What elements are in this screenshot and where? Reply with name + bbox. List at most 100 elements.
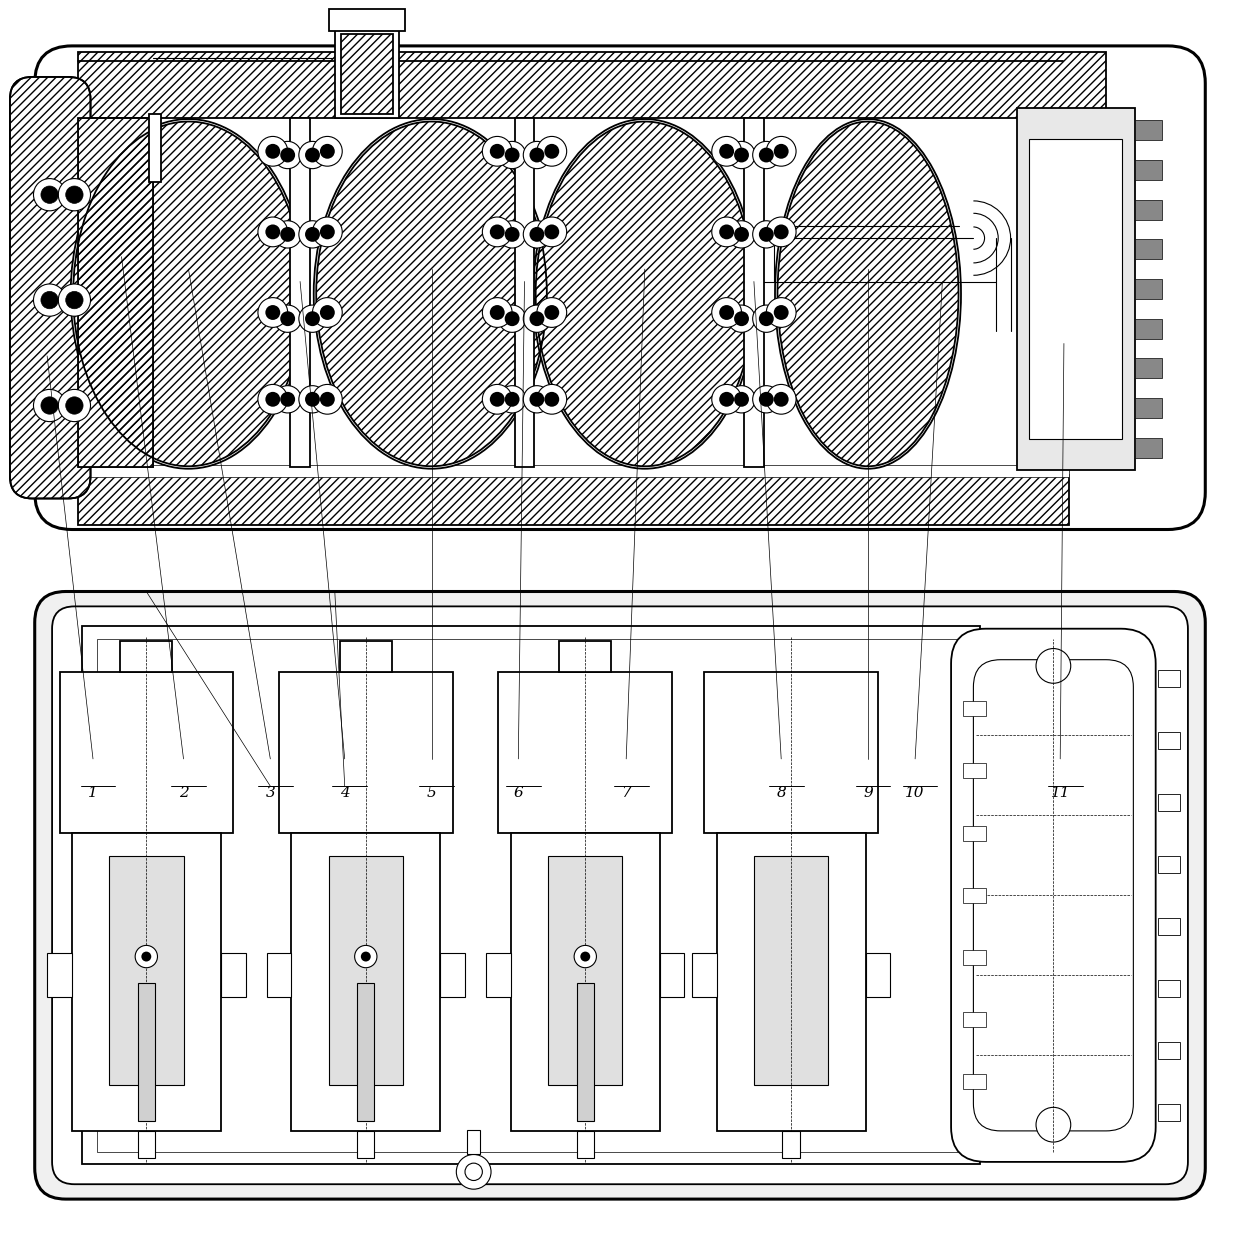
Circle shape (544, 392, 559, 407)
Circle shape (66, 397, 83, 415)
Bar (1158, 1042, 1180, 1059)
Bar (1158, 793, 1180, 810)
Bar (149, 115, 161, 182)
Circle shape (712, 137, 742, 166)
Bar (782, 1130, 800, 1158)
Circle shape (280, 148, 295, 162)
Circle shape (280, 392, 295, 407)
Circle shape (523, 220, 551, 248)
Circle shape (274, 220, 301, 248)
Circle shape (361, 951, 371, 961)
Bar (1135, 159, 1162, 179)
Circle shape (753, 386, 780, 413)
Bar (963, 950, 986, 965)
Bar (291, 833, 440, 1130)
Circle shape (580, 951, 590, 961)
Circle shape (490, 392, 505, 407)
Circle shape (498, 142, 526, 168)
Circle shape (312, 385, 342, 415)
Text: 8: 8 (776, 786, 786, 801)
Bar (1135, 199, 1162, 219)
Circle shape (734, 227, 749, 242)
Ellipse shape (71, 120, 306, 468)
Circle shape (759, 311, 774, 326)
Circle shape (274, 142, 301, 168)
Circle shape (529, 227, 544, 242)
Bar (486, 954, 511, 997)
Circle shape (719, 305, 734, 320)
Circle shape (58, 284, 91, 316)
Circle shape (719, 144, 734, 159)
Circle shape (734, 392, 749, 407)
Circle shape (529, 392, 544, 407)
Circle shape (719, 224, 734, 239)
Circle shape (490, 305, 505, 320)
Circle shape (312, 217, 342, 247)
Circle shape (320, 305, 335, 320)
Circle shape (753, 220, 780, 248)
Text: 3: 3 (265, 786, 275, 801)
Text: 11: 11 (1050, 786, 1070, 801)
Circle shape (355, 945, 377, 967)
Circle shape (299, 142, 326, 168)
Circle shape (135, 945, 157, 967)
Bar (1158, 670, 1180, 687)
Bar (704, 672, 878, 833)
Circle shape (1037, 649, 1071, 684)
Circle shape (258, 298, 288, 327)
Bar (329, 9, 405, 31)
Bar (1135, 438, 1162, 458)
Circle shape (544, 144, 559, 159)
Circle shape (482, 217, 512, 247)
Circle shape (299, 386, 326, 413)
Bar (963, 1074, 986, 1089)
Circle shape (258, 137, 288, 166)
Circle shape (753, 142, 780, 168)
Bar (963, 1012, 986, 1027)
Bar (754, 855, 828, 1086)
Bar (866, 954, 890, 997)
Bar (1135, 279, 1162, 299)
Circle shape (490, 224, 505, 239)
Bar (138, 1130, 155, 1158)
Circle shape (456, 1154, 491, 1189)
Circle shape (320, 144, 335, 159)
Circle shape (280, 311, 295, 326)
Circle shape (774, 224, 789, 239)
Circle shape (498, 305, 526, 332)
Bar (1158, 918, 1180, 935)
Bar (267, 954, 291, 997)
Circle shape (498, 220, 526, 248)
Bar (577, 1130, 594, 1158)
Circle shape (734, 148, 749, 162)
Circle shape (529, 311, 544, 326)
Bar (72, 833, 221, 1130)
Circle shape (305, 392, 320, 407)
Circle shape (265, 305, 280, 320)
Bar (78, 474, 1069, 524)
Circle shape (537, 217, 567, 247)
Circle shape (280, 227, 295, 242)
Circle shape (274, 386, 301, 413)
Circle shape (58, 390, 91, 422)
Circle shape (766, 298, 796, 327)
Bar (963, 701, 986, 716)
Circle shape (774, 392, 789, 407)
Circle shape (265, 144, 280, 159)
Circle shape (766, 217, 796, 247)
Bar (120, 641, 172, 672)
Circle shape (728, 220, 755, 248)
Circle shape (574, 945, 596, 967)
Bar (498, 672, 672, 833)
Bar (660, 954, 684, 997)
Text: 4: 4 (340, 786, 350, 801)
FancyBboxPatch shape (35, 591, 1205, 1199)
Circle shape (505, 227, 520, 242)
FancyBboxPatch shape (52, 606, 1188, 1184)
Bar (1158, 980, 1180, 997)
Bar (47, 954, 72, 997)
Ellipse shape (316, 122, 547, 467)
Circle shape (490, 144, 505, 159)
Circle shape (33, 178, 66, 210)
Circle shape (41, 397, 58, 415)
